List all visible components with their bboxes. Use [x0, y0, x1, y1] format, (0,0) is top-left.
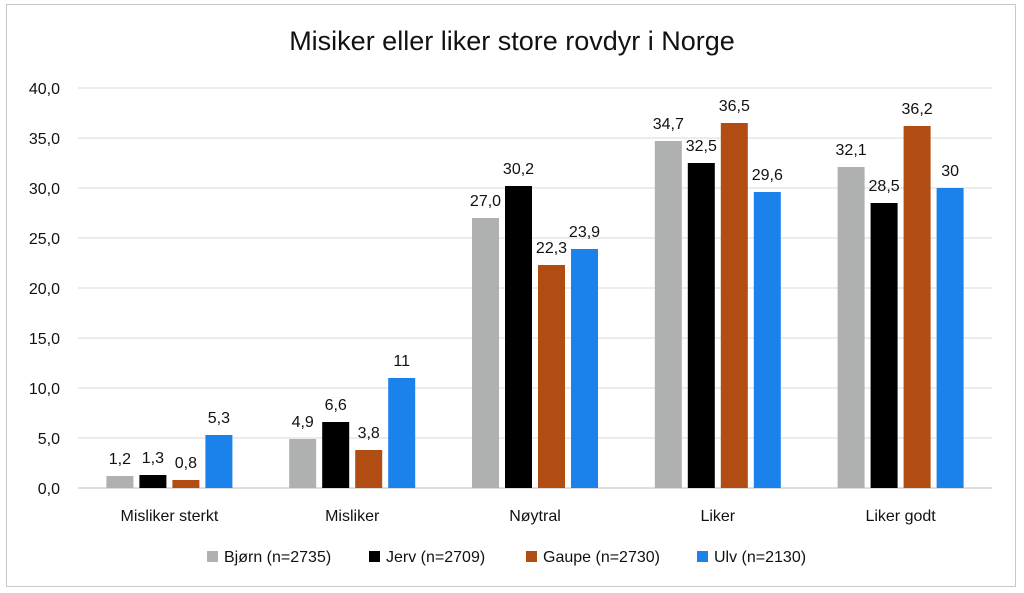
bar: [903, 126, 931, 488]
x-axis-categories: Misliker sterkt Misliker Nøytral Liker Liker…: [121, 508, 937, 525]
bar: [505, 186, 532, 488]
bar-labels: 1,2 1,3 0,8 5,3 4,9 6,6 3,8 11 27,030,2 22,323,9 3…: [109, 98, 959, 472]
bar: [388, 378, 416, 488]
legend-label: Bjørn (n=2735): [224, 549, 331, 566]
y-tick-label: 15,0: [29, 331, 60, 348]
y-tick-label: 25,0: [29, 231, 60, 248]
bar: [205, 435, 233, 488]
bars: [106, 123, 964, 488]
bar-value-label: 1,3: [142, 450, 164, 467]
x-tick-label: Nøytral: [509, 508, 561, 525]
bar-value-label: 0,8: [175, 455, 197, 472]
bar-value-label: 6,6: [325, 397, 347, 414]
x-tick-label: Misliker sterkt: [121, 508, 219, 525]
legend-label: Gaupe (n=2730): [543, 549, 660, 566]
y-axis-ticks: 0,0 5,0 10,0 15,0 20,0 25,0 30,0 35,0 40,0: [29, 81, 60, 498]
bar-value-label: 23,9: [569, 224, 600, 241]
bar-value-label: 27,0: [470, 193, 501, 210]
legend-label: Jerv (n=2709): [386, 549, 485, 566]
x-tick-label: Misliker: [325, 508, 380, 525]
bar-value-label: 5,3: [208, 410, 230, 427]
legend-swatch: [207, 551, 218, 562]
bar: [538, 265, 565, 488]
y-tick-label: 40,0: [29, 81, 60, 98]
bar: [106, 476, 134, 488]
bar: [753, 192, 781, 488]
x-tick-label: Liker: [700, 508, 735, 525]
bar: [687, 163, 715, 488]
bar: [870, 203, 898, 488]
bar-value-label: 29,6: [752, 167, 783, 184]
bar-value-label: 1,2: [109, 451, 131, 468]
bar-value-label: 36,2: [902, 101, 933, 118]
legend-swatch: [369, 551, 380, 562]
bar: [139, 475, 167, 488]
bar-value-label: 22,3: [536, 240, 567, 257]
bar: [936, 188, 964, 488]
y-tick-label: 0,0: [38, 481, 60, 498]
y-tick-label: 20,0: [29, 281, 60, 298]
bar: [289, 439, 317, 488]
legend-swatch: [697, 551, 708, 562]
bar-value-label: 34,7: [653, 116, 684, 133]
bar: [355, 450, 383, 488]
bar: [720, 123, 748, 488]
legend-swatch: [526, 551, 537, 562]
bar-value-label: 30,2: [503, 161, 534, 178]
chart-title: Misiker eller liker store rovdyr i Norge: [289, 26, 735, 56]
y-tick-label: 35,0: [29, 131, 60, 148]
legend-label: Ulv (n=2130): [714, 549, 806, 566]
bar-value-label: 3,8: [358, 425, 380, 442]
bar-value-label: 28,5: [869, 178, 900, 195]
bar: [472, 218, 499, 488]
bar: [172, 480, 200, 488]
y-tick-label: 10,0: [29, 381, 60, 398]
bar: [837, 167, 865, 488]
bar-value-label: 32,5: [686, 138, 717, 155]
bar: [571, 249, 598, 488]
y-tick-label: 30,0: [29, 181, 60, 198]
x-tick-label: Liker godt: [865, 508, 936, 525]
bar: [654, 141, 682, 488]
legend: Bjørn (n=2735) Jerv (n=2709) Gaupe (n=2730…: [207, 549, 806, 566]
y-tick-label: 5,0: [38, 431, 60, 448]
bar-value-label: 32,1: [836, 142, 867, 159]
bar-value-label: 30: [941, 163, 959, 180]
bar-value-label: 36,5: [719, 98, 750, 115]
bar: [322, 422, 350, 488]
bar-value-label: 11: [393, 353, 410, 370]
bar-value-label: 4,9: [292, 414, 314, 431]
